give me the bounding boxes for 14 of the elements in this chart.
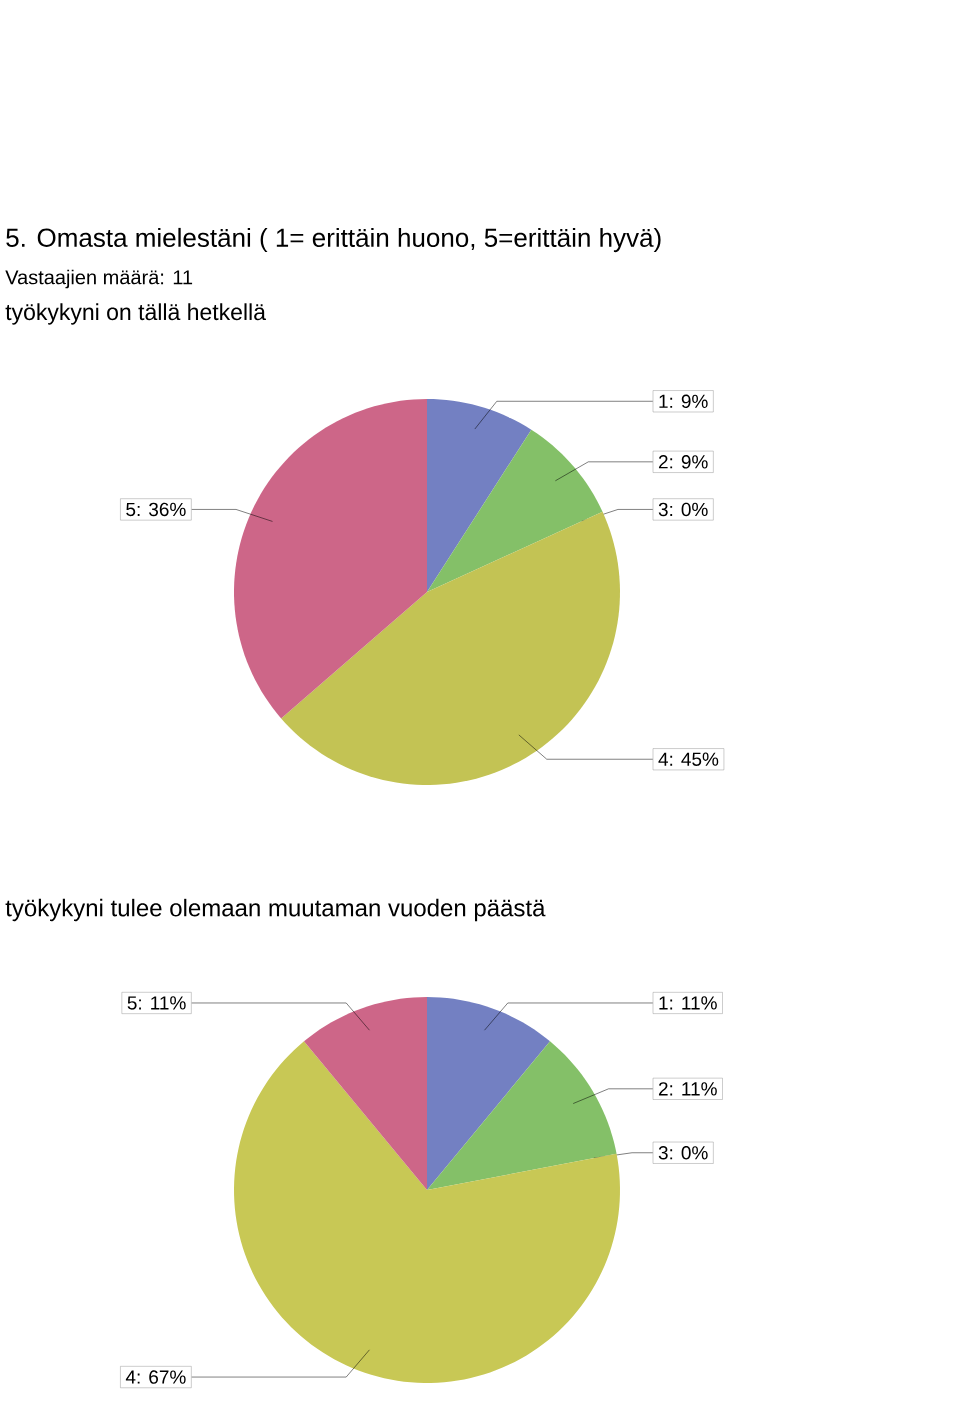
chart-title: työkykyni tulee olemaan muutaman vuoden päästä <box>5 898 546 922</box>
slice-label: 5: 11% <box>127 996 186 1010</box>
slice-label: 2: 11% <box>658 1082 717 1096</box>
text: työkykyni on tällä hetkellä <box>5 303 266 325</box>
legend-label: 3: 0% <box>658 502 708 517</box>
slice-label: 1: 9% <box>659 394 708 408</box>
slice-label: 5: 36% <box>126 502 186 517</box>
chart-title: 5. Omasta mielestäni ( 1= erittäin huono, 5=erittäin hyvä) <box>6 227 661 253</box>
legend-label: 3: 0% <box>658 1146 708 1160</box>
slice-label: 4: 45% <box>658 752 719 766</box>
chart-subtitle: Vastaajien määrä: 11 <box>5 269 193 289</box>
slice-label: 2: 9% <box>658 455 708 469</box>
slice-label: 1: 11% <box>659 996 717 1010</box>
slice-label: 4: 67% <box>125 1370 186 1384</box>
